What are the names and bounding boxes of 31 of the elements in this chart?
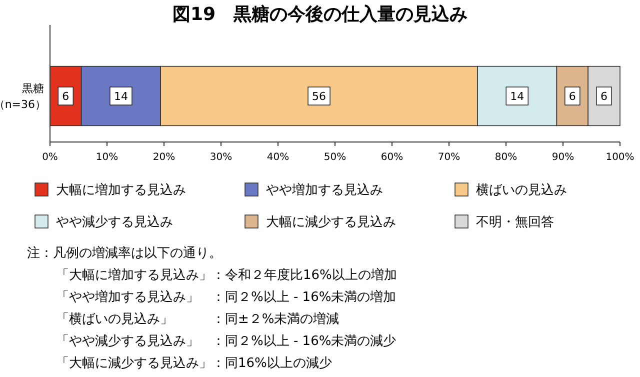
x-tick-label: 50% [324, 152, 346, 163]
data-label: 14 [510, 90, 524, 103]
x-tick-label: 40% [266, 152, 290, 163]
chart-title: 図19 黒糖の今後の仕入量の見込み [172, 4, 468, 25]
text: 「大幅に減少する見込み」：同16%以上の減少 [56, 356, 332, 371]
text: 「やや増加する見込み」 ：同２%以上 - 16%未満の増加 [56, 289, 396, 305]
x-tick-label: 70% [438, 152, 460, 163]
text: 「やや減少する見込み」 ：同２%以上 - 16%未満の減少 [56, 334, 396, 349]
data-label: 6 [600, 90, 608, 103]
legend-label: 大幅に減少する見込み [266, 215, 396, 230]
legend-label: やや減少する見込み [56, 215, 173, 230]
y-tick-label: 黒糖（n=36） [0, 82, 46, 111]
legend-label: 大幅に増加する見込み [56, 182, 186, 198]
x-tick-label: 30% [210, 152, 232, 163]
data-label: 56 [312, 90, 326, 103]
data-label: 6 [62, 90, 70, 103]
text: 「大幅に増加する見込み」：令和２年度比16%以上の増加 [56, 267, 397, 283]
text: 注：凡例の増減率は以下の通り。 [27, 245, 222, 261]
text: 「横ばいの見込み」 ：同±２%未満の増減 [56, 311, 340, 327]
data-label: 6 [568, 90, 576, 103]
x-tick-label: 20% [152, 152, 176, 163]
legend-label: 横ばいの見込み [476, 183, 567, 198]
x-tick-label: 10% [96, 152, 118, 163]
x-tick-label: 80% [494, 152, 518, 163]
legend-label: やや増加する見込み [266, 182, 383, 198]
x-tick-label: 60% [380, 152, 404, 163]
x-tick-label: 0% [42, 152, 58, 163]
x-tick-label: 100% [606, 152, 634, 163]
data-label: 14 [114, 90, 128, 103]
legend-label: 不明・無回答 [476, 215, 554, 230]
x-tick-label: 90% [552, 152, 574, 163]
